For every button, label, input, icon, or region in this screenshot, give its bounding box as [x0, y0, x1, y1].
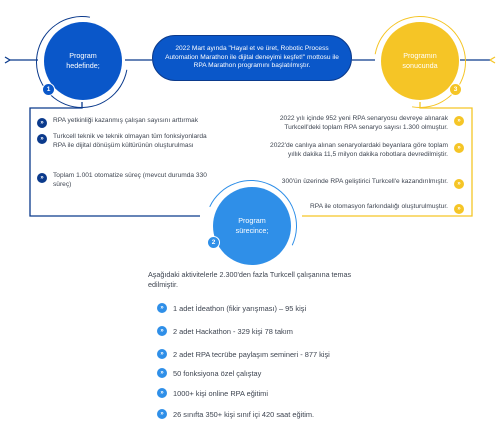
list-item: » 1000+ kişi online RPA eğitimi: [157, 388, 268, 398]
list-item: » 1 adet İdeathon (fikir yarışması) – 95…: [157, 303, 306, 313]
program-banner: 2022 Mart ayında "Hayal et ve üret, Robo…: [152, 35, 352, 81]
program-process-circle: Program sürecince;: [213, 187, 291, 265]
bullet-icon: »: [37, 118, 47, 128]
step-number-3: 3: [449, 83, 462, 96]
bullet-icon: »: [157, 388, 167, 398]
bullet-icon: »: [157, 326, 167, 336]
bullet-icon: »: [454, 116, 464, 126]
list-item: » RPA yetkinliği kazanmış çalışan sayısı…: [37, 117, 198, 128]
banner-text: 2022 Mart ayında "Hayal et ve üret, Robo…: [165, 44, 339, 70]
program-result-circle: Programın sonucunda: [381, 22, 459, 100]
bullet-icon: »: [454, 179, 464, 189]
program-process-label: Program sürecince;: [235, 216, 269, 235]
activities-intro: Aşağıdaki aktivitelerle 2.300'den fazla …: [148, 270, 352, 290]
bullet-icon: »: [37, 134, 47, 144]
program-result-label: Programın sonucunda: [402, 51, 438, 70]
step-number-2: 2: [207, 236, 220, 249]
list-item: 2022 yılı içinde 952 yeni RPA senaryosu …: [258, 115, 464, 133]
bullet-icon: »: [37, 173, 47, 183]
list-item: RPA ile otomasyon farkındalığı oluşturul…: [310, 203, 464, 214]
bullet-icon: »: [454, 143, 464, 153]
list-item: » 2 adet Hackathon - 329 kişi 78 takım: [157, 326, 293, 336]
list-item: » 26 sınıfta 350+ kişi sınıf içi 420 saa…: [157, 409, 314, 419]
step-number-1: 1: [42, 83, 55, 96]
list-item: 2022'de canlıya alınan senaryolardaki be…: [258, 142, 464, 160]
bullet-icon: »: [157, 349, 167, 359]
list-item: » 2 adet RPA tecrübe paylaşım semineri -…: [157, 349, 330, 359]
bullet-icon: »: [454, 204, 464, 214]
program-goal-label: Program hedefinde;: [66, 51, 100, 70]
list-item: » Turkcell teknik ve teknik olmayan tüm …: [37, 133, 207, 151]
bullet-icon: »: [157, 303, 167, 313]
list-item: » Toplam 1.001 otomatize süreç (mevcut d…: [37, 172, 207, 190]
bullet-icon: »: [157, 368, 167, 378]
list-item: 300'ün üzerinde RPA geliştirici Turkcell…: [282, 178, 464, 189]
bullet-icon: »: [157, 409, 167, 419]
list-item: » 50 fonksiyona özel çalıştay: [157, 368, 261, 378]
program-goal-circle: Program hedefinde;: [44, 22, 122, 100]
